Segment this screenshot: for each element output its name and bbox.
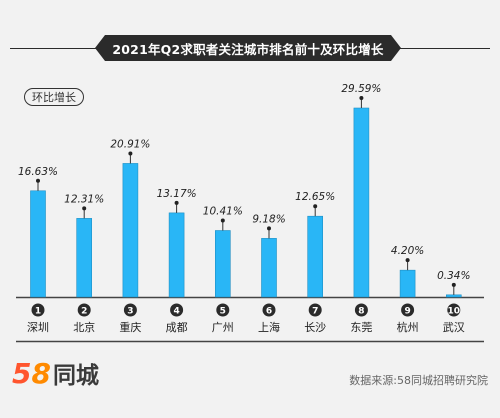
bar-dot-7 [313,204,318,209]
rank-number-5: 5 [220,307,226,317]
data-label-8: 29.59% [341,83,381,95]
category-label-2: 北京 [73,320,95,334]
rank-number-4: 4 [173,307,179,317]
rank-badge-10 [447,303,461,317]
bar-dot-4 [174,200,179,205]
bar-dot-10 [451,282,456,287]
rank-badge-4 [170,303,184,317]
category-label-7: 长沙 [304,321,326,334]
brand-logo-digit-8: 8 [31,357,51,390]
brand-logo-text: 同城 [52,363,99,389]
category-label-10: 武汉 [443,321,465,334]
rank-number-2: 2 [81,307,87,317]
rank-badge-3 [123,303,137,317]
bar-1 [30,190,46,298]
bar-6 [261,238,277,298]
data-label-4: 13.17% [157,188,197,200]
data-label-3: 20.91% [110,138,150,150]
rank-number-9: 9 [404,307,410,317]
rank-badge-6 [262,303,276,317]
bar-10 [445,294,462,298]
bar-4 [168,212,185,298]
bar-9 [399,269,416,298]
bar-dot-6 [267,226,271,231]
category-label-4: 成都 [166,321,188,334]
rank-number-6: 6 [266,307,272,317]
rank-badge-8 [354,303,368,317]
bar-7 [307,215,324,298]
data-label-9: 4.20% [391,245,424,257]
bar-dot-2 [82,206,87,211]
bar-dot-5 [220,218,225,223]
category-label-6: 上海 [258,320,280,334]
rank-number-10: 10 [448,307,461,317]
rank-badge-2 [77,303,91,317]
rank-badge-1 [31,303,45,317]
bar-dot-3 [128,151,133,156]
data-label-2: 12.31% [64,193,104,205]
bar-dot-9 [405,258,410,263]
category-label-5: 广州 [212,321,234,334]
title-banner: 2021年Q2求职者关注城市排名前十及环比增长 [95,35,401,61]
rank-number-1: 1 [35,307,41,317]
data-label-10: 0.34% [437,270,470,282]
rank-number-7: 7 [312,307,318,317]
data-label-1: 16.63% [18,166,58,178]
rank-number-3: 3 [127,307,133,317]
chart-title: 2021年Q2求职者关注城市排名前十及环比增长 [112,41,384,57]
bar-8 [353,107,370,298]
source-note: 数据来源:58同城招聘研究院 [349,374,488,387]
brand-logo-digit-5: 5 [12,357,32,390]
category-label-1: 深圳 [27,321,49,334]
bar-3 [122,163,139,298]
rank-badge-9 [401,303,415,317]
data-label-5: 10.41% [203,206,243,218]
brand-logo: 58 同城 [12,358,110,388]
legend-label: 环比增长 [24,88,84,106]
bar-5 [215,230,231,298]
rank-badge-7 [308,303,322,317]
bar-dot-1 [36,178,40,183]
bar-2 [76,218,92,298]
data-label-7: 12.65% [295,191,335,203]
rank-badge-5 [216,303,230,317]
bar-dot-8 [359,96,364,101]
category-label-9: 杭州 [397,320,419,334]
category-label-3: 重庆 [119,320,141,334]
brand-logo-number: 58 [12,360,51,388]
data-label-6: 9.18% [252,213,285,225]
rank-number-8: 8 [358,307,364,317]
category-label-8: 东莞 [350,321,372,334]
